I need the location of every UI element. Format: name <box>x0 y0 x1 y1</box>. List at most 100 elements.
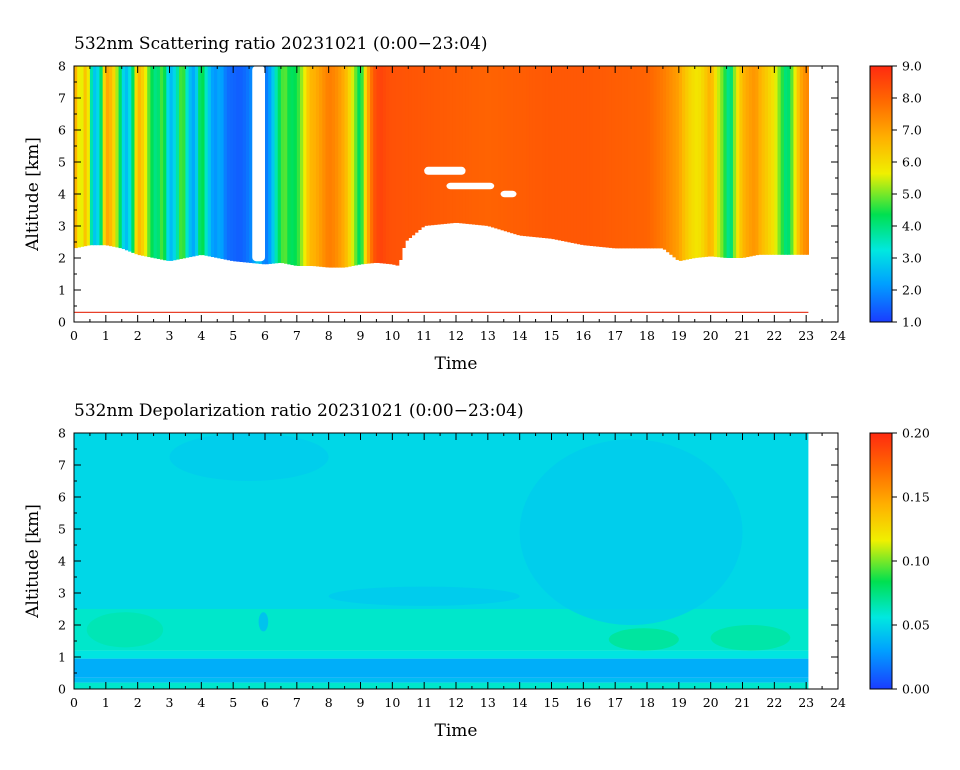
scattering-column <box>335 66 339 268</box>
scattering-column <box>140 66 145 256</box>
scattering-column <box>347 66 352 267</box>
scattering-column <box>592 66 597 247</box>
depolarization-x-tick-label: 1 <box>102 695 110 710</box>
scattering-column <box>771 66 775 255</box>
scattering-column <box>128 66 132 252</box>
depolarization-x-tick-label: 12 <box>448 695 464 710</box>
scattering-x-tick-label: 8 <box>325 328 333 343</box>
scattering-column <box>573 66 578 244</box>
scattering-x-tick-label: 23 <box>798 328 814 343</box>
depolarization-x-tick-label: 16 <box>575 695 591 710</box>
scattering-x-tick-label: 10 <box>384 328 400 343</box>
scattering-column <box>516 66 521 236</box>
scattering-column <box>86 66 91 246</box>
scattering-column <box>373 66 378 263</box>
scattering-column <box>233 66 237 262</box>
depolarization-xlabel: Time <box>435 721 478 741</box>
scattering-column <box>306 66 311 266</box>
scattering-column <box>596 66 600 247</box>
scattering-column <box>175 66 180 260</box>
scattering-column <box>443 66 448 224</box>
depolarization-x-ticks: 0 1 2 3 4 5 6 7 8 9 10 11 12 13 14 15 16 17 18 19 20 21 22 23 24 <box>70 433 846 710</box>
depolarization-colorbar-tick-label: 0.00 <box>902 682 930 697</box>
depolarization-y-tick-label: 4 <box>58 554 66 569</box>
scattering-column <box>315 66 320 267</box>
scattering-column <box>541 66 546 238</box>
scattering-column <box>787 66 791 255</box>
scattering-column <box>398 66 403 260</box>
depolarization-feature <box>258 612 269 632</box>
depolarization-x-tick-label: 24 <box>830 695 846 710</box>
scattering-colorbar-tick-label: 6.0 <box>902 155 922 170</box>
scattering-column <box>328 66 333 268</box>
scattering-column <box>131 66 136 253</box>
scattering-column <box>729 66 734 258</box>
scattering-column <box>745 66 750 258</box>
scattering-column <box>564 66 569 242</box>
scattering-x-tick-label: 18 <box>639 328 655 343</box>
scattering-column <box>376 66 381 263</box>
scattering-column <box>790 66 795 255</box>
scattering-column <box>471 66 476 225</box>
scattering-column <box>806 66 809 255</box>
scattering-column <box>182 66 187 259</box>
scattering-column <box>300 66 304 266</box>
scattering-column <box>210 66 215 258</box>
scattering-y-tick-label: 0 <box>58 315 66 330</box>
scattering-column <box>392 66 397 265</box>
depolarization-x-tick-label: 3 <box>166 695 174 710</box>
scattering-x-tick-label: 6 <box>261 328 269 343</box>
depolarization-feature <box>710 625 791 651</box>
scattering-column <box>475 66 479 225</box>
scattering-column <box>704 66 709 257</box>
scattering-column <box>583 66 588 246</box>
scattering-column <box>586 66 591 246</box>
scattering-column <box>576 66 581 245</box>
scattering-gap <box>500 190 517 198</box>
scattering-column <box>723 66 728 258</box>
scattering-column <box>271 66 276 264</box>
depolarization-x-tick-label: 13 <box>480 695 496 710</box>
scattering-column <box>621 66 626 249</box>
scattering-column <box>752 66 756 256</box>
scattering-y-tick-label: 1 <box>58 283 66 298</box>
depolarization-y-tick-label: 2 <box>58 618 66 633</box>
scattering-x-tick-label: 22 <box>766 328 782 343</box>
scattering-y-tick-label: 6 <box>58 123 66 138</box>
scattering-x-tick-label: 11 <box>416 328 432 343</box>
scattering-column <box>89 66 94 246</box>
scattering-column <box>296 66 301 266</box>
scattering-column <box>529 66 533 237</box>
depolarization-title: 532nm Depolarization ratio 20231021 (0:0… <box>74 401 524 421</box>
scattering-column <box>236 66 241 262</box>
scattering-column <box>169 66 174 261</box>
scattering-column <box>198 66 202 256</box>
scattering-x-tick-label: 0 <box>70 328 78 343</box>
scattering-gap <box>424 166 466 175</box>
scattering-column <box>532 66 537 238</box>
scattering-column <box>522 66 527 237</box>
scattering-column <box>707 66 712 257</box>
scattering-column <box>77 66 81 248</box>
scattering-column <box>303 66 307 266</box>
scattering-column <box>430 66 435 226</box>
scattering-column <box>201 66 206 256</box>
scattering-column <box>697 66 702 258</box>
depolarization-feature <box>608 628 679 651</box>
scattering-column <box>739 66 744 258</box>
scattering-column <box>331 66 336 268</box>
depolarization-feature <box>86 612 164 648</box>
scattering-column <box>640 66 645 249</box>
scattering-column <box>405 66 409 241</box>
depolarization-x-tick-label: 8 <box>325 695 333 710</box>
scattering-column <box>637 66 642 249</box>
scattering-column <box>627 66 632 249</box>
scattering-column <box>325 66 330 268</box>
depolarization-feature <box>519 439 743 625</box>
scattering-column <box>538 66 543 238</box>
scattering-y-tick-label: 5 <box>58 155 66 170</box>
scattering-column <box>446 66 451 224</box>
scattering-x-tick-label: 15 <box>544 328 560 343</box>
scattering-column <box>647 66 651 249</box>
depolarization-colorbar-ticks: 0.20 0.15 0.10 0.05 0.00 <box>892 426 930 697</box>
